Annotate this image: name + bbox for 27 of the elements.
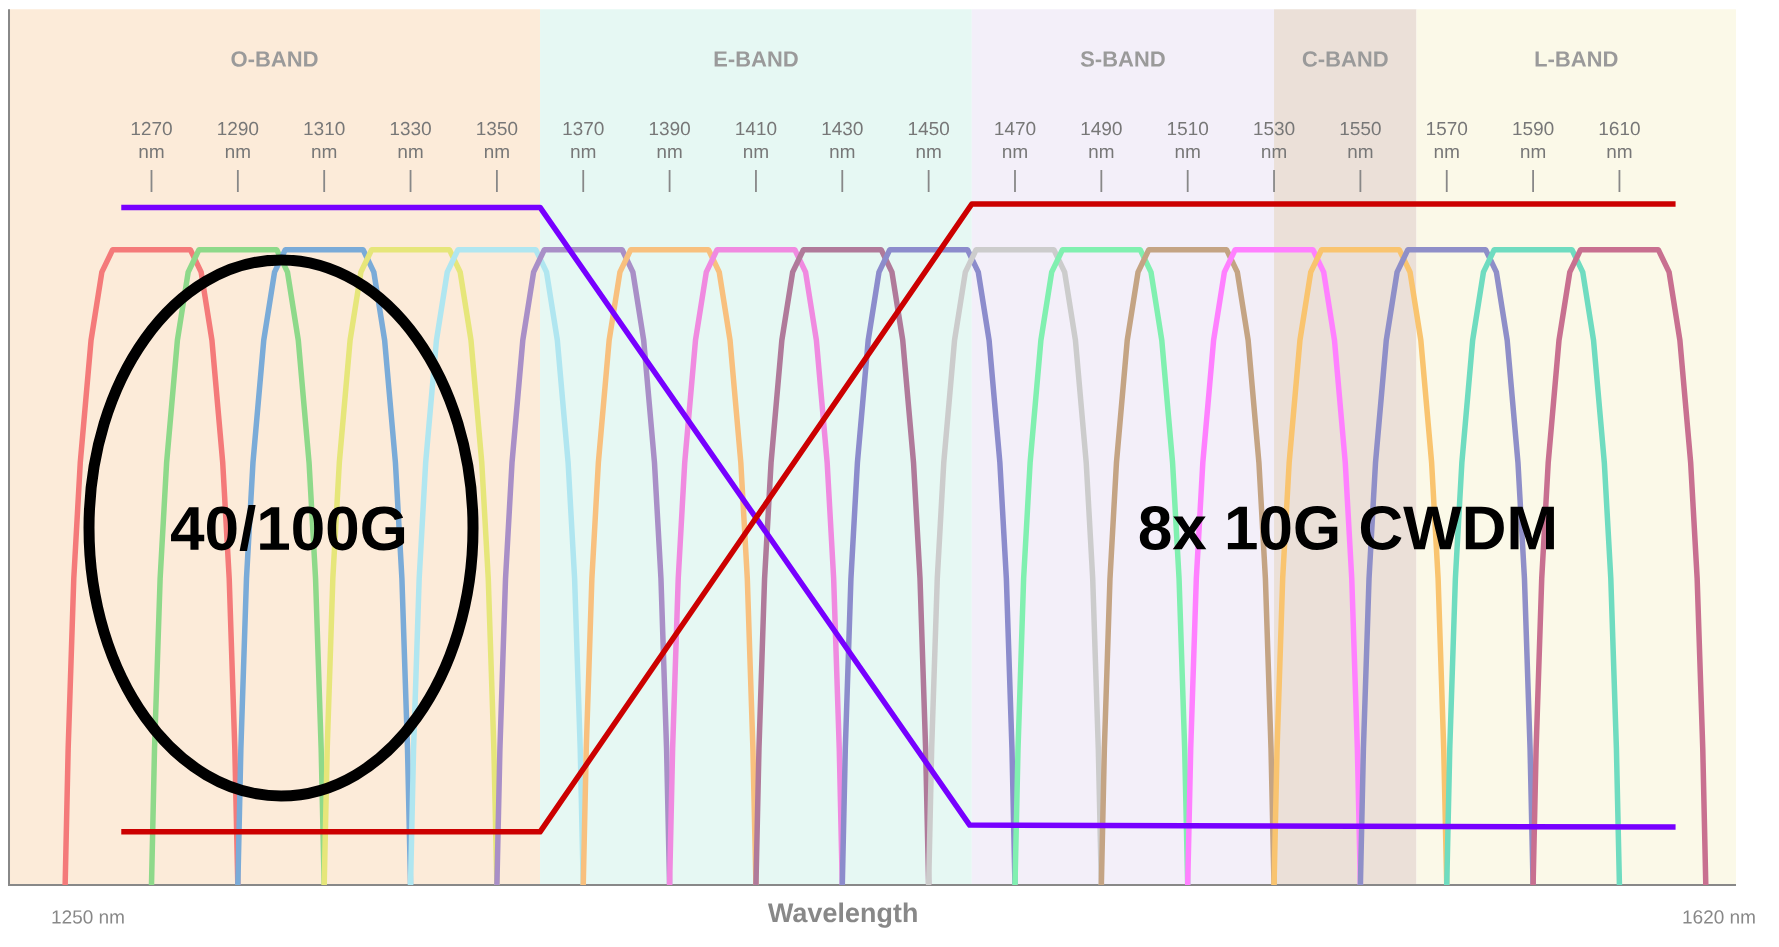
band-label: O-BAND bbox=[231, 51, 318, 67]
x-tick-label: 1590 nm bbox=[1513, 121, 1554, 159]
x-tick-label: 1270 nm bbox=[131, 121, 172, 159]
x-tick-label: 1310 nm bbox=[304, 121, 345, 159]
x-tick-label: 1550 nm bbox=[1340, 121, 1381, 159]
text: 1620 nm bbox=[1683, 910, 1755, 924]
band-label: S-BAND bbox=[1080, 51, 1165, 67]
annotation: 40/100G bbox=[171, 504, 405, 552]
band-label: L-BAND bbox=[1535, 51, 1618, 67]
x-tick-label: 1330 nm bbox=[390, 121, 431, 159]
x-tick-label: 1450 nm bbox=[908, 121, 950, 159]
x-tick-label: 1610 nm bbox=[1599, 121, 1640, 159]
x-tick-label: 1490 nm bbox=[1081, 121, 1122, 159]
band-label: E-BAND bbox=[714, 51, 798, 67]
x-tick-label: 1390 nm bbox=[649, 121, 690, 159]
x-tick-label: 1410 nm bbox=[736, 121, 777, 159]
band-label: C-BAND bbox=[1302, 51, 1388, 67]
x-tick-label: 1510 nm bbox=[1168, 121, 1209, 159]
x-tick-label: 1530 nm bbox=[1254, 121, 1295, 159]
x-axis-title: Wavelength bbox=[767, 902, 917, 928]
x-tick-label: 1430 nm bbox=[822, 121, 863, 159]
x-tick-label: 1570 nm bbox=[1427, 121, 1468, 159]
x-tick-label: 1370 nm bbox=[563, 121, 604, 159]
text: 1250 nm bbox=[52, 910, 124, 924]
x-tick-label: 1350 nm bbox=[477, 121, 518, 159]
x-tick-label: 1290 nm bbox=[218, 121, 259, 159]
x-tick-label: 1470 nm bbox=[995, 121, 1036, 159]
